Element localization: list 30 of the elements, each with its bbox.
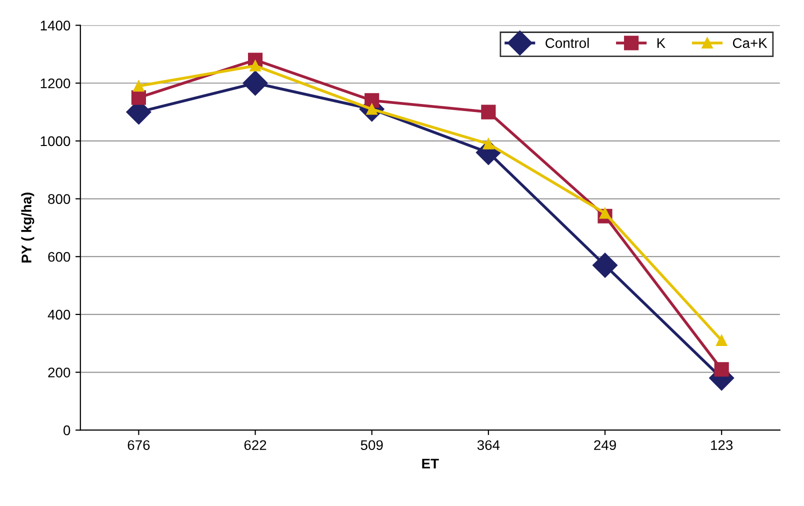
point <box>133 80 144 92</box>
y-tick-label: 800 <box>48 194 70 204</box>
y-tick-label: 0 <box>63 425 70 436</box>
point <box>250 60 261 72</box>
y-tick-label: 1400 <box>40 20 70 30</box>
point <box>131 90 146 105</box>
y-tick-label: 1000 <box>40 136 70 146</box>
legend-label: Control <box>546 38 589 48</box>
y-tick-label: 400 <box>48 310 70 320</box>
y-tick-label: 1200 <box>40 78 70 88</box>
y-axis-title: PY ( kg/ha) <box>21 192 34 263</box>
legend-label: Ca+K <box>732 38 768 48</box>
x-tick-label: 123 <box>711 440 733 450</box>
x-axis-title: ET <box>422 458 439 468</box>
x-tick-label: 676 <box>128 440 150 450</box>
legend-label: K <box>657 38 666 48</box>
point <box>714 362 729 377</box>
x-tick-label: 249 <box>594 440 616 450</box>
point <box>364 93 380 108</box>
point <box>592 252 618 278</box>
x-tick-label: 364 <box>477 440 500 450</box>
point <box>481 104 496 120</box>
y-tick-label: 200 <box>48 368 70 378</box>
point <box>482 138 494 150</box>
point <box>716 334 728 346</box>
x-tick-label: 509 <box>360 440 383 450</box>
point <box>242 70 268 96</box>
x-tick-label: 622 <box>244 440 266 450</box>
y-tick-label: 600 <box>48 252 70 262</box>
point <box>599 208 611 219</box>
